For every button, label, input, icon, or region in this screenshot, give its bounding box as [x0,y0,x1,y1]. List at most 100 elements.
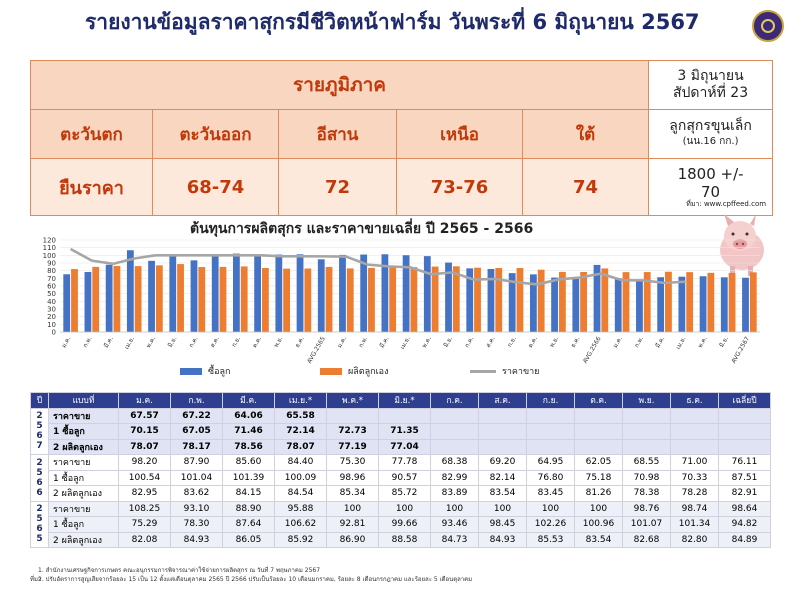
footnotes: 1. สำนักงานเศรษฐกิจการเกษตร คณะอนุกรรมกา… [38,566,472,584]
x-tick-label: ก.ย. [506,335,518,348]
table-cell: 82.99 [430,469,479,486]
table-cell: 83.89 [430,485,479,502]
bar-buy-piglet [636,280,643,332]
table-cell: 106.62 [274,516,327,533]
table-cell: 81.26 [574,485,623,502]
table-cell: 78.07 [274,438,327,455]
bar-buy-piglet [508,273,516,332]
source-link[interactable]: ที่มา: www.cpffeed.com [686,200,767,208]
year-digit: 5 [36,534,43,545]
regional-price-table: รายภูมิภาค 3 มิถุนายน สัปดาห์ที่ 23 ตะวั… [29,60,774,216]
y-tick-label: 80 [47,267,56,275]
table-cell: 78.30 [170,516,223,533]
table-header-row: ปี แบบที่ ม.ค. ก.พ. มี.ค. เม.ย.* พ.ค.* มิ.ย.* ก.… [30,392,771,409]
x-tick-label: เม.ย. [123,335,136,350]
bar-buy-piglet [657,277,665,332]
table-row: 2 5 6 6 ราคาขาย 98.20 87.90 85.60 84.40 75.30 77.7… [30,454,771,502]
table-cell [718,438,771,455]
table-cell: 83.62 [170,485,223,502]
x-tick-label: ก.พ. [633,335,645,348]
table-row: 2 ผลิตลูกเอง 82.08 84.93 86.05 85.92 86.90 88.… [31,531,771,548]
table-cell: 98.45 [478,516,527,533]
column-header: มี.ค. [222,392,275,409]
table-cell: 78.07 [118,438,171,455]
year-digit: 5 [36,467,43,478]
chart-title: ต้นทุนการผลิตสุกร และราคาขายเฉลี่ย ปี 25… [190,221,534,237]
footnote-1: 1. สำนักงานเศรษฐกิจการเกษตร คณะอนุกรรมกา… [38,567,321,574]
table-cell: 82.68 [622,531,671,548]
table-cell: 100 [430,500,479,517]
bar-buy-piglet [381,254,389,332]
bar-own-piglet [325,266,333,332]
bar-own-piglet [410,267,418,332]
table-cell [430,438,479,455]
table-cell [574,438,623,455]
table-cell: 93.46 [430,516,479,533]
bar-buy-piglet [254,254,262,332]
region-east: ตะวันออก [152,109,279,159]
x-tick-label: ก.พ. [82,335,94,348]
table-cell: 70.33 [670,469,719,486]
x-tick-label: พ.ค. [145,335,157,349]
table-cell: 67.57 [118,407,171,424]
date-cell: 3 มิถุนายน สัปดาห์ที่ 23 [648,60,774,110]
table-cell: 86.90 [326,531,379,548]
x-tick-label: ก.ย. [230,335,242,348]
column-header: ธ.ค. [670,392,719,409]
x-tick-label: มี.ค. [653,335,666,349]
bar-own-piglet [474,267,481,332]
x-tick-label: มี.ค. [378,335,391,349]
table-cell [526,423,575,440]
column-header: ก.ย. [526,392,575,409]
y-tick-label: 60 [47,283,56,291]
x-tick-label: AVG.2566 [582,335,603,364]
table-cell: 65.58 [274,407,327,424]
table-row: 2 ผลิตลูกเอง 82.95 83.62 84.15 84.54 85.34 85.… [31,485,771,502]
table-cell: 75.29 [118,516,171,533]
bar-own-piglet [643,272,651,332]
x-tick-label: พ.ค. [697,335,709,349]
x-tick-label: ส.ค. [485,335,497,349]
row-label: 1 ซื้อลูก [48,423,119,440]
table-cell: 68.38 [430,454,479,471]
table-cell: 85.60 [222,454,275,471]
footnote-2: 2. ปรับอัตราการสูญเสียจากร้อยละ 15 เป็น … [38,576,473,583]
bar-buy-piglet [529,274,537,332]
bar-buy-piglet [466,268,474,332]
table-cell: 98.64 [718,500,771,517]
y-tick-label: 70 [47,275,56,283]
column-header: แบบที่ [48,392,119,409]
x-tick-label: ต.ค. [251,335,263,349]
table-cell [574,423,623,440]
table-cell: 64.06 [222,407,275,424]
table-cell: 87.90 [170,454,223,471]
y-tick-label: 10 [47,321,56,329]
table-cell: 86.05 [222,531,275,548]
table-cell [326,407,379,424]
table-row: 2 ผลิตลูกเอง 78.07 78.17 78.56 78.07 77.19 77.… [31,438,771,455]
bar-own-piglet [686,272,694,332]
legend-line-gray [470,369,496,373]
bar-own-piglet [622,272,630,332]
agency-logo [752,10,784,42]
table-cell: 100 [478,500,527,517]
bar-own-piglet [389,267,397,332]
bar-buy-piglet [233,253,240,332]
table-cell: 83.54 [574,531,623,548]
row-label: ราคาขาย [48,500,119,517]
table-cell: 85.92 [274,531,327,548]
x-tick-label: มิ.ย. [442,335,454,348]
table-cell: 100.96 [574,516,623,533]
bar-buy-piglet [105,264,113,332]
table-cell [670,423,719,440]
y-tick-label: 0 [52,329,56,337]
table-cell: 84.93 [478,531,527,548]
column-header: พ.ย. [622,392,671,409]
year-digit: 6 [36,524,43,535]
bar-own-piglet [601,268,609,332]
bar-own-piglet [155,265,163,332]
table-cell: 85.72 [378,485,431,502]
x-tick-label: ส.ค. [209,335,221,349]
column-header: ก.ค. [430,392,479,409]
